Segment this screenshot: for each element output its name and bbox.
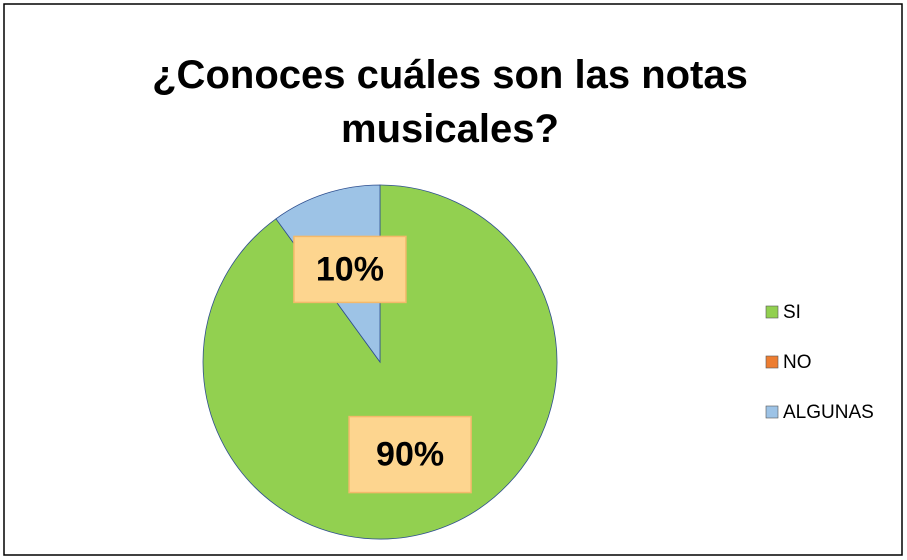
legend-swatch	[765, 305, 779, 319]
chart-title: ¿Conoces cuáles son las notas musicales?	[152, 53, 748, 151]
data-label: 90%	[376, 436, 444, 474]
legend-swatch	[765, 355, 779, 369]
legend-label: ALGUNAS	[783, 402, 874, 423]
data-label-box	[293, 235, 407, 304]
legend-swatch	[765, 405, 779, 419]
data-label-box	[348, 415, 472, 494]
legend-label: SI	[783, 302, 801, 323]
data-label: 10%	[316, 250, 384, 288]
legend-label: NO	[783, 352, 812, 373]
